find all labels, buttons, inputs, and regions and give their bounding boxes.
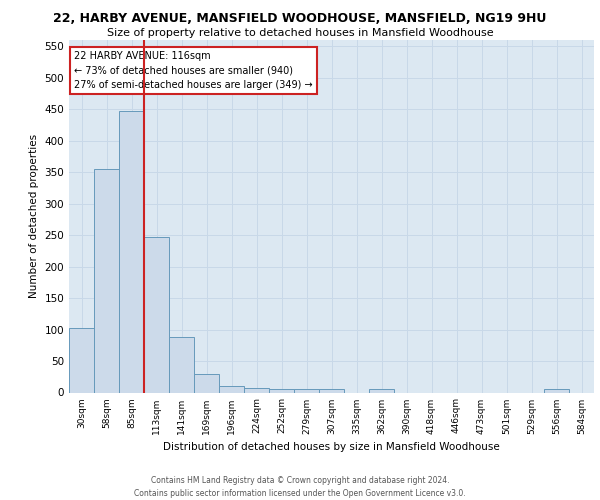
Bar — [69, 328, 94, 392]
Bar — [194, 374, 219, 392]
Bar — [219, 386, 244, 392]
Bar — [269, 390, 294, 392]
Bar — [544, 390, 569, 392]
X-axis label: Distribution of detached houses by size in Mansfield Woodhouse: Distribution of detached houses by size … — [163, 442, 500, 452]
Bar — [294, 390, 319, 392]
Bar — [369, 390, 394, 392]
Bar — [169, 337, 194, 392]
Bar — [94, 169, 119, 392]
Text: Contains HM Land Registry data © Crown copyright and database right 2024.
Contai: Contains HM Land Registry data © Crown c… — [134, 476, 466, 498]
Text: 22, HARBY AVENUE, MANSFIELD WOODHOUSE, MANSFIELD, NG19 9HU: 22, HARBY AVENUE, MANSFIELD WOODHOUSE, M… — [53, 12, 547, 26]
Bar — [144, 237, 169, 392]
Bar — [244, 388, 269, 392]
Bar — [319, 390, 344, 392]
Y-axis label: Number of detached properties: Number of detached properties — [29, 134, 39, 298]
Text: 22 HARBY AVENUE: 116sqm
← 73% of detached houses are smaller (940)
27% of semi-d: 22 HARBY AVENUE: 116sqm ← 73% of detache… — [74, 50, 313, 90]
Text: Size of property relative to detached houses in Mansfield Woodhouse: Size of property relative to detached ho… — [107, 28, 493, 38]
Bar — [119, 111, 144, 392]
